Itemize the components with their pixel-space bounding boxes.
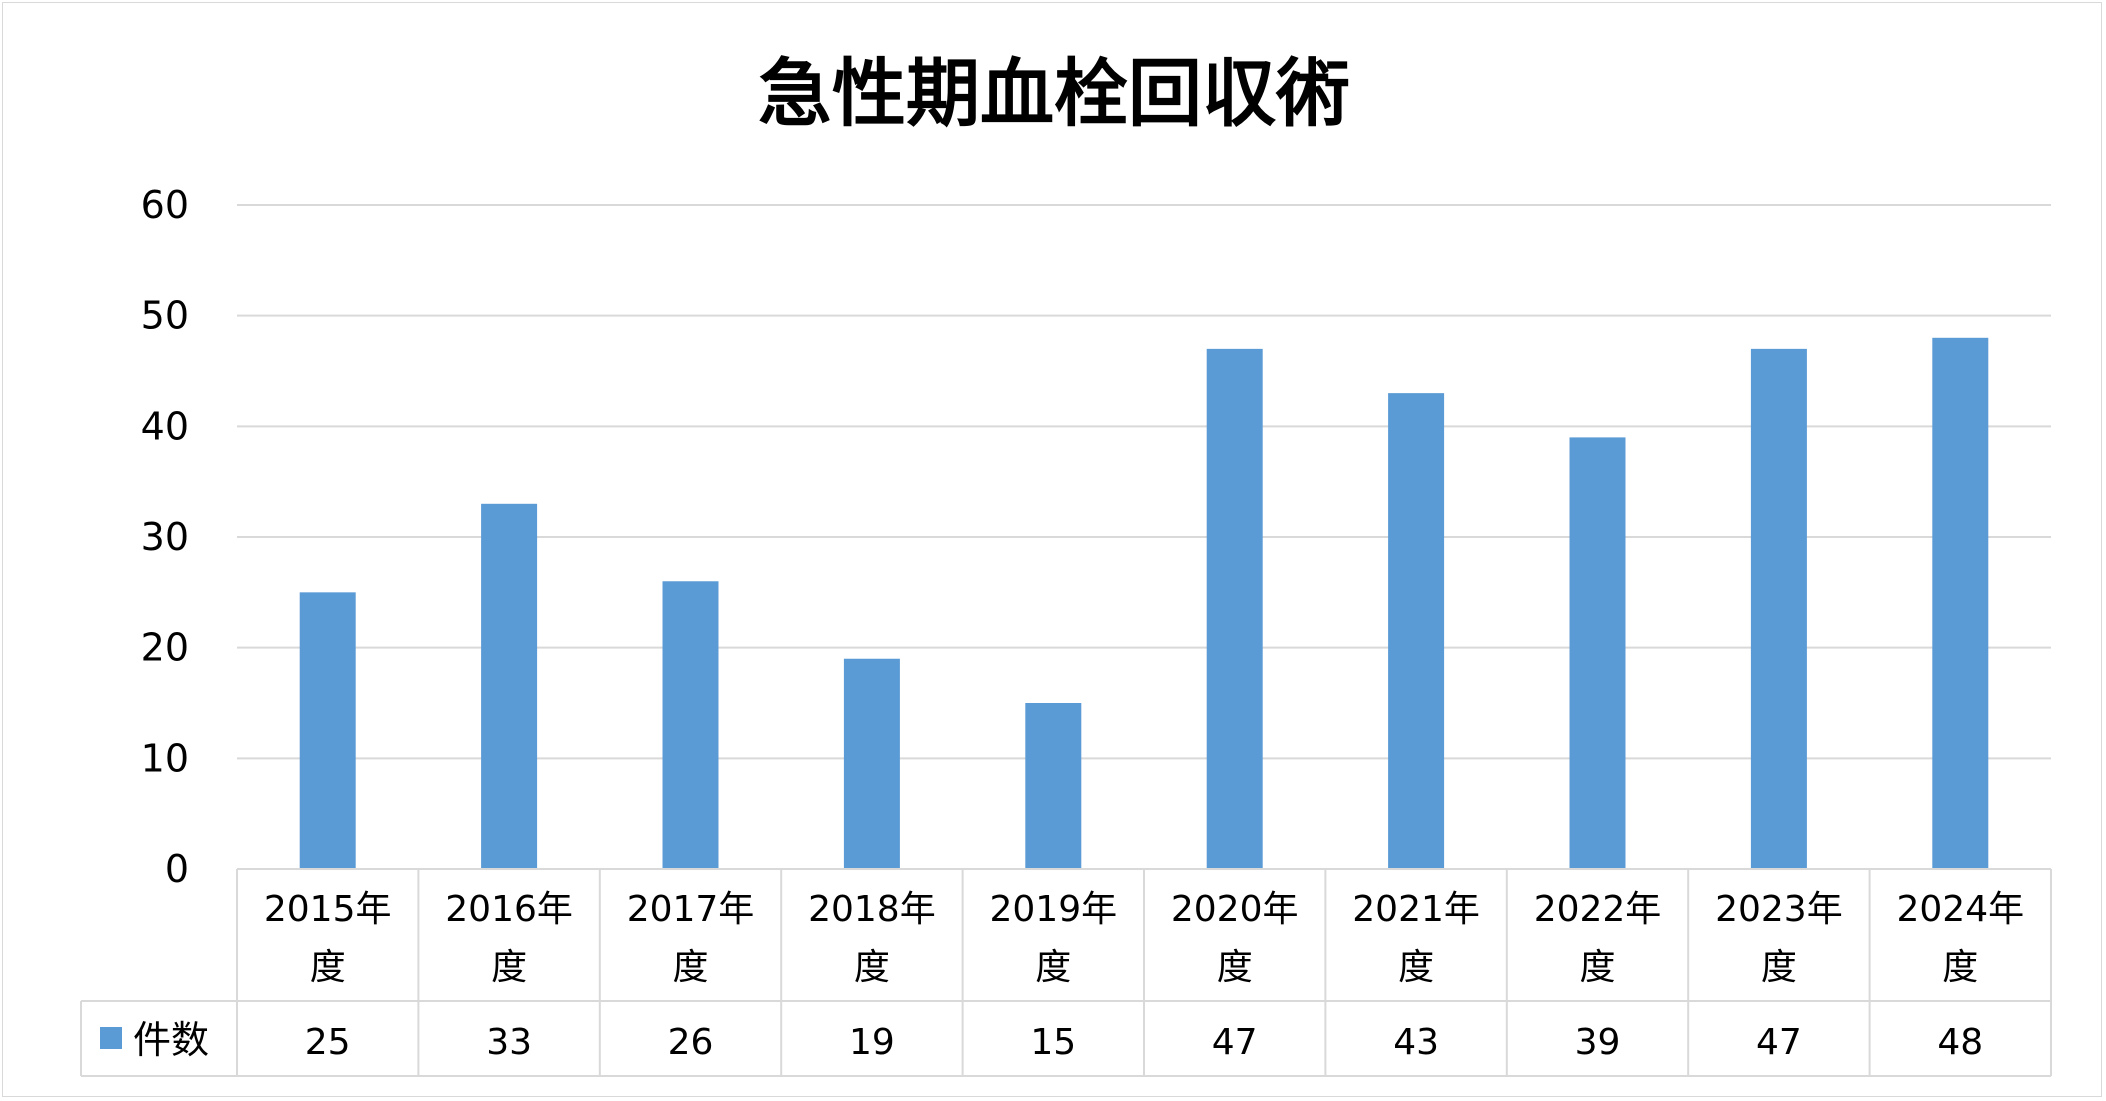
legend-label: 件数 <box>133 1018 209 1062</box>
data-value: 48 <box>1937 1022 1983 1063</box>
category-label: 2016年度 <box>445 889 573 988</box>
data-value: 15 <box>1030 1022 1076 1063</box>
category-label: 2023年度 <box>1715 889 1843 988</box>
bar <box>1932 337 1989 869</box>
bar <box>843 658 900 869</box>
y-tick-label: 40 <box>141 404 189 448</box>
data-value: 33 <box>486 1022 532 1063</box>
bars <box>299 337 1989 869</box>
y-tick-label: 50 <box>141 294 189 338</box>
data-value: 26 <box>668 1022 714 1063</box>
category-label: 2021年度 <box>1352 889 1480 988</box>
data-value: 47 <box>1212 1022 1258 1063</box>
y-tick-label: 20 <box>141 626 189 670</box>
bar <box>1025 703 1082 869</box>
bar <box>1206 348 1263 869</box>
bar <box>1750 348 1807 869</box>
bar <box>1569 437 1626 869</box>
y-tick-label: 10 <box>141 736 189 780</box>
y-tick-label: 60 <box>141 183 189 227</box>
data-value: 19 <box>849 1022 895 1063</box>
category-label: 2017年度 <box>627 889 755 988</box>
bar <box>662 581 719 869</box>
grid-lines <box>237 204 2051 760</box>
chart-title: 急性期血栓回収術 <box>758 51 1350 137</box>
y-axis-ticks: 0 10 20 30 40 50 60 <box>141 183 189 891</box>
data-value: 25 <box>305 1022 351 1063</box>
legend-swatch <box>100 1027 122 1049</box>
data-value: 39 <box>1575 1022 1621 1063</box>
category-label: 2018年度 <box>808 889 936 988</box>
data-value: 47 <box>1756 1022 1802 1063</box>
bar <box>1388 393 1445 869</box>
category-label: 2020年度 <box>1171 889 1299 988</box>
category-label: 2015年度 <box>264 889 392 988</box>
bar <box>299 592 356 869</box>
bar <box>481 503 538 869</box>
data-table: 2015年度 2016年度 2017年度 2018年度 2019年度 2020年度 2021… <box>80 868 2052 1077</box>
category-label: 2022年度 <box>1534 889 1662 988</box>
bar-chart: 急性期血栓回収術 0 10 20 30 40 50 60 2015年度 2016年度 2017年… <box>80 51 2052 1077</box>
y-tick-label: 0 <box>165 847 189 891</box>
category-label: 2019年度 <box>989 889 1117 988</box>
data-value: 43 <box>1393 1022 1439 1063</box>
y-tick-label: 30 <box>141 515 189 559</box>
category-label: 2024年度 <box>1896 889 2024 988</box>
